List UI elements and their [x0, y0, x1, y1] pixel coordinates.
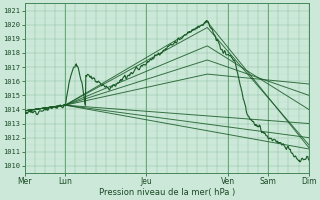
X-axis label: Pression niveau de la mer( hPa ): Pression niveau de la mer( hPa ) [99, 188, 235, 197]
